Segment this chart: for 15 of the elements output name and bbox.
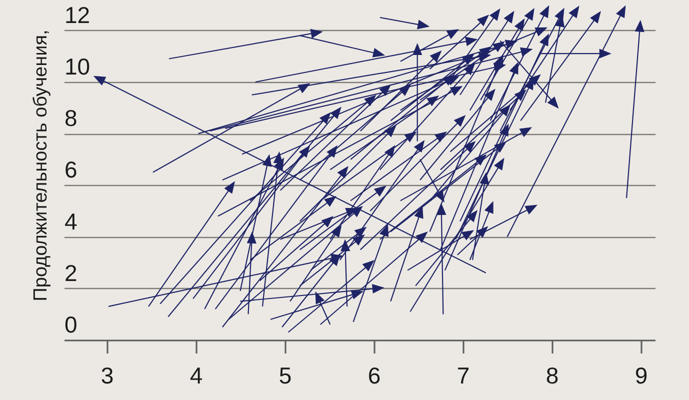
y-tick-label: 2 <box>64 260 78 286</box>
y-tick-label: 8 <box>64 105 78 132</box>
x-tick-label: 5 <box>278 362 292 388</box>
y-axis-title: Продолжительность обучения, <box>30 30 52 302</box>
y-tick-label: 10 <box>64 53 90 80</box>
y-tick-label: 12 <box>64 2 90 28</box>
y-tick-label: 4 <box>64 208 78 234</box>
x-tick-label: 4 <box>190 362 203 388</box>
y-tick-label: 6 <box>64 156 78 183</box>
y-tick-label: 0 <box>64 312 78 338</box>
x-tick-label: 3 <box>100 362 114 388</box>
x-tick-label: 6 <box>368 362 381 388</box>
x-tick-label: 9 <box>634 362 648 388</box>
x-tick-label: 7 <box>456 362 470 388</box>
x-tick-label: 8 <box>546 362 559 388</box>
